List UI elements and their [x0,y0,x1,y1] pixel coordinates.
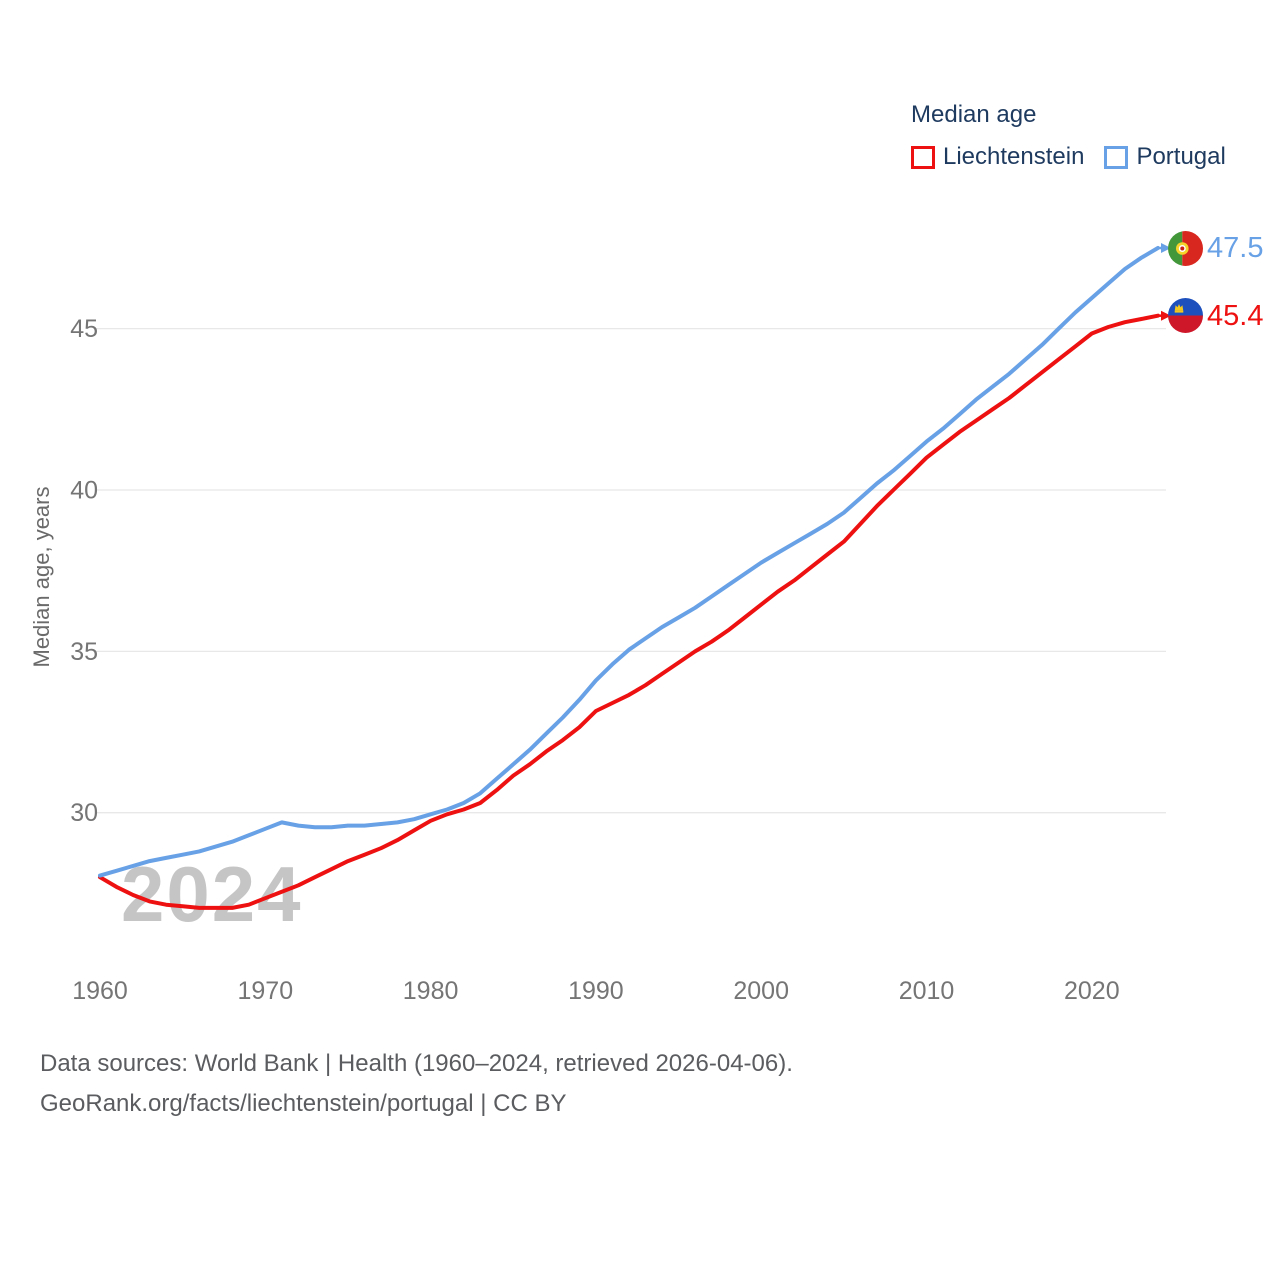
portugal-legend-swatch[interactable] [1104,145,1129,169]
x-tick-label: 1970 [237,977,293,1005]
liechtenstein-end-value: 45.4 [1207,299,1264,332]
y-tick-label: 40 [70,477,98,505]
footer-url-line[interactable]: GeoRank.org/facts/liechtenstein/portugal… [40,1090,567,1117]
x-tick-label: 2020 [1064,977,1120,1005]
x-tick-label: 2000 [733,977,789,1005]
y-tick-label: 30 [70,799,98,827]
liechtenstein-arrowhead-icon [1161,310,1171,321]
footer: Data sources: World Bank | Health (1960–… [40,1044,793,1124]
legend-title: Median age [911,101,1037,128]
legend: Median age Liechtenstein Portugal [911,101,1226,171]
footer-source-line: Data sources: World Bank | Health (1960–… [40,1050,793,1077]
portugal-flag-icon [1168,230,1203,266]
legend-label-liechtenstein[interactable]: Liechtenstein [943,143,1085,170]
y-tick-label: 35 [70,638,98,666]
x-tick-label: 1990 [568,977,624,1005]
y-tick-label: 45 [70,315,98,343]
portugal-end-value: 47.5 [1207,232,1264,264]
x-tick-label: 2010 [899,977,955,1005]
legend-row: Liechtenstein Portugal [911,143,1226,171]
liechtenstein-line[interactable] [98,313,1160,910]
portugal-arrowhead-icon [1161,243,1171,253]
x-tick-label: 1960 [72,977,128,1005]
portugal-line[interactable] [98,246,1160,878]
legend-label-portugal[interactable]: Portugal [1136,143,1226,170]
liechtenstein-legend-swatch[interactable] [911,145,935,169]
x-tick-label: 1980 [403,977,459,1005]
y-axis-title: Median age, years [29,486,54,668]
liechtenstein-flag-icon [1168,298,1203,334]
